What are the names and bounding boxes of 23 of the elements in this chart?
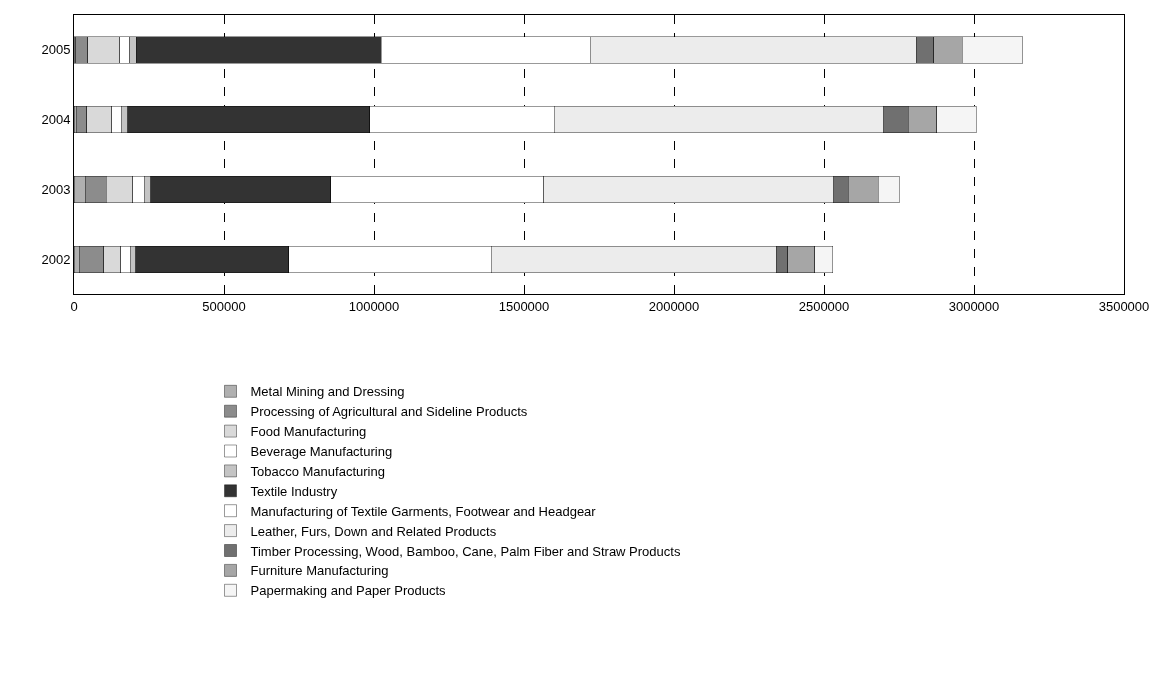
legend-label: Beverage Manufacturing [250,444,393,460]
x-tick-label: 3000000 [948,298,1000,314]
x-tick-label: 0 [70,298,78,314]
x-tick-label: 2500000 [798,298,850,314]
legend-label: Food Manufacturing [250,424,367,440]
y-tick-label: 2004 [41,112,71,128]
y-tick-label: 2003 [41,182,71,198]
x-tick-label: 3500000 [1098,298,1150,314]
x-tick-label: 1000000 [348,298,400,314]
legend-label: Leather, Furs, Down and Related Products [250,523,497,539]
legend-label: Tobacco Manufacturing [250,463,385,479]
legend-label: Timber Processing, Wood, Bamboo, Cane, Palm Fiber and Straw Products [250,543,681,559]
legend-label: Metal Mining and Dressing [250,384,405,400]
legend-label: Manufacturing of Textile Garments, Footwear and Headgear [250,503,597,519]
legend-label: Textile Industry [250,483,338,499]
legend-label: Papermaking and Paper Products [250,583,447,599]
x-tick-label: 2000000 [648,298,700,314]
y-tick-label: 2002 [41,251,71,267]
y-tick-label: 2005 [41,42,71,58]
x-tick-label: 1500000 [498,298,550,314]
legend-label: Furniture Manufacturing [250,563,389,579]
x-tick-label: 500000 [202,298,246,314]
legend-label: Processing of Agricultural and Sideline Products [250,404,528,420]
